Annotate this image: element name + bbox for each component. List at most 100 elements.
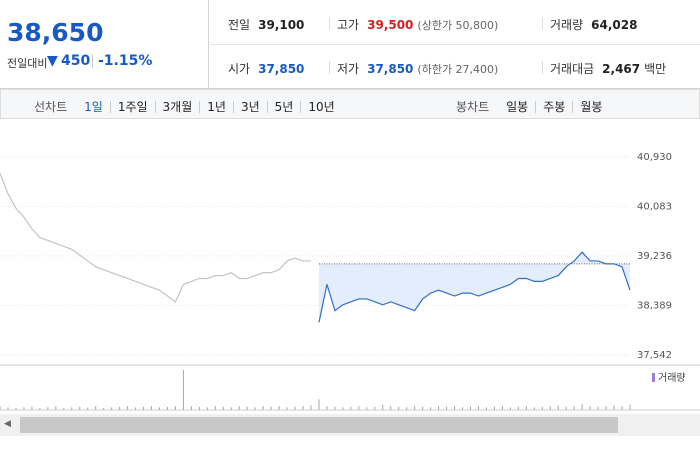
stat-label: 거래량 — [550, 18, 584, 32]
stat-note: (상한가 50,800) — [417, 19, 499, 32]
volume-bar — [238, 406, 240, 410]
period-tab[interactable]: 1년 — [199, 101, 233, 113]
volume-bar — [7, 407, 9, 410]
volume-bar — [398, 406, 400, 410]
down-arrow: ▼ — [47, 53, 58, 69]
volume-bar — [182, 370, 184, 410]
y-tick-label: 38,389 — [637, 300, 672, 311]
period-tab[interactable]: 3개월 — [154, 101, 200, 113]
volume-bar — [55, 406, 57, 410]
volume-bar — [214, 406, 216, 410]
volume-bar — [103, 408, 105, 410]
volume-bar — [262, 406, 264, 410]
scroll-thumb[interactable] — [20, 417, 618, 433]
divider — [329, 61, 330, 74]
stat-label: 시가 — [228, 62, 251, 76]
y-tick-label: 40,083 — [637, 201, 672, 212]
volume-bar — [63, 408, 65, 410]
period-tab[interactable]: 3년 — [232, 101, 267, 113]
volume-bar — [119, 406, 121, 410]
volume-bar — [0, 406, 1, 410]
change-label: 전일대비 — [7, 57, 48, 70]
divider — [542, 61, 543, 74]
volume-bar — [135, 407, 137, 410]
scroll-left[interactable]: ◀ — [4, 419, 11, 429]
stat-label: 고가 — [337, 18, 360, 32]
stat: 전일 39,100 — [228, 16, 304, 33]
volume-bar — [605, 406, 607, 410]
candle-tab[interactable]: 주봉 — [535, 101, 572, 113]
stat-value: 64,028 — [591, 18, 638, 32]
volume-bar — [31, 406, 33, 410]
volume-bar — [174, 406, 176, 410]
area-fill — [318, 252, 630, 323]
period-tab[interactable]: 1일 — [84, 100, 103, 114]
volume-bar — [166, 406, 168, 410]
change-pct: -1.15% — [98, 53, 153, 69]
quote-header: 38,650 전일대비 ▼ 450 -1.15% 전일 39,100 고가 39,50… — [0, 0, 700, 89]
stat: 거래대금 2,467 백만 — [550, 60, 666, 77]
volume-bar — [438, 406, 440, 410]
volume-bar — [15, 408, 17, 410]
volume-bar — [270, 406, 272, 410]
volume-bar — [222, 406, 224, 410]
volume-bar — [406, 407, 408, 410]
divider — [92, 54, 93, 68]
volume-bar — [454, 406, 456, 410]
tab-bar: 선차트 1일 1주일 3개월 1년 3년 5년 10년 봉차트 일봉 주봉 월봉 — [0, 89, 700, 119]
volume-bar — [597, 406, 599, 410]
candle-tab[interactable]: 일봉 — [506, 100, 529, 114]
stat: 고가 39,500 (상한가 50,800) — [337, 16, 498, 33]
volume-bar — [286, 407, 288, 410]
volume-bar — [254, 407, 256, 410]
volume-bar — [430, 407, 432, 410]
volume-bar — [557, 405, 559, 410]
volume-bar — [573, 406, 575, 410]
divider — [329, 17, 330, 30]
volume-bar — [87, 407, 89, 410]
volume-bar — [230, 407, 232, 410]
volume-bar — [501, 406, 503, 410]
candle-tabs: 봉차트 일봉 주봉 월봉 — [456, 98, 609, 115]
volume-bar — [565, 406, 567, 410]
stat-value: 39,500 — [367, 18, 414, 32]
period-label: 선차트 — [34, 100, 68, 114]
volume-bar — [493, 406, 495, 410]
volume-bar — [71, 407, 73, 410]
volume-bar — [127, 406, 129, 410]
volume-bar — [414, 406, 416, 410]
volume-legend-swatch — [652, 373, 655, 382]
volume-bar — [39, 408, 41, 410]
candle-tab[interactable]: 월봉 — [572, 101, 609, 113]
stat-value: 37,850 — [258, 62, 305, 76]
period-tab[interactable]: 1주일 — [109, 101, 155, 113]
period-tabs: 선차트 1일 1주일 3개월 1년 3년 5년 10년 — [34, 98, 342, 115]
volume-bar — [310, 405, 312, 410]
volume-bar — [581, 404, 583, 410]
scrollbar[interactable]: ◀ — [0, 414, 700, 436]
volume-bar — [158, 407, 160, 410]
volume-bar — [525, 406, 527, 410]
volume-bar — [509, 407, 511, 410]
volume-bar — [390, 406, 392, 410]
price-line — [318, 251, 631, 323]
period-tab[interactable]: 10년 — [300, 101, 341, 113]
volume-bar — [151, 406, 153, 410]
stat: 거래량 64,028 — [550, 16, 637, 33]
period-tab[interactable]: 5년 — [266, 101, 301, 113]
volume-bar — [589, 406, 591, 410]
volume-bar — [95, 406, 97, 410]
volume-bar — [23, 407, 25, 410]
volume-bar — [350, 406, 352, 410]
row-divider — [210, 44, 700, 45]
volume-bar — [326, 406, 328, 410]
volume-bar — [111, 407, 113, 410]
volume-bar — [334, 406, 336, 410]
divider — [542, 17, 543, 30]
volume-bar — [190, 406, 192, 410]
volume-bar — [278, 406, 280, 410]
price: 38,650 — [7, 18, 104, 47]
volume-bar — [79, 406, 81, 410]
volume-bar — [446, 406, 448, 410]
